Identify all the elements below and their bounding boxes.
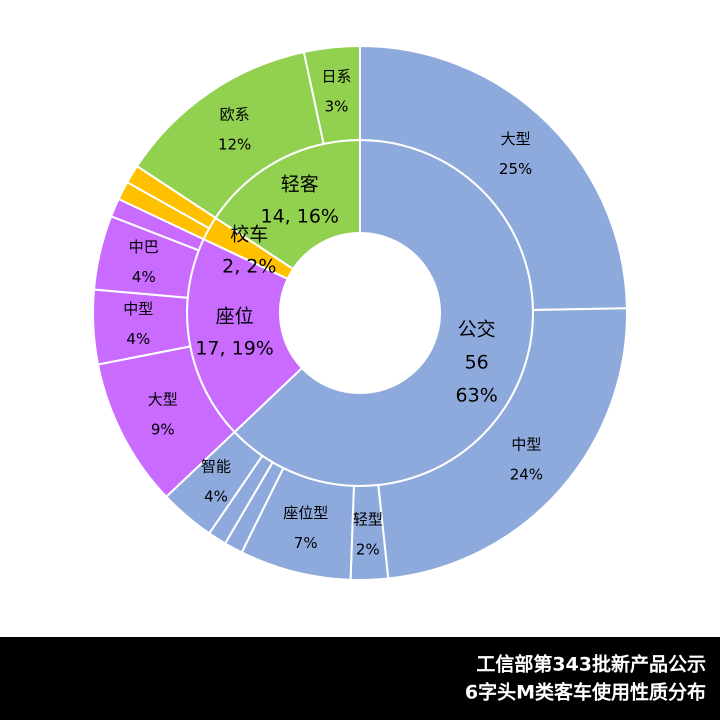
outer-value-label: 4% (204, 487, 228, 505)
outer-value-label: 12% (218, 135, 251, 153)
inner-label: 校车 (230, 223, 268, 245)
inner-label: 座位 (216, 306, 254, 328)
outer-label: 大型 (148, 390, 178, 408)
outer-value-label: 24% (510, 465, 543, 483)
outer-wedge (302, 44, 361, 146)
footer-line: 6字头M类客车使用性质分布 (465, 681, 706, 704)
outer-value-label: 3% (325, 98, 349, 116)
footer-band (0, 637, 720, 720)
outer-wedge (377, 307, 628, 580)
outer-label: 中型 (123, 300, 153, 318)
outer-wedge (359, 44, 628, 311)
outer-label: 座位型 (283, 504, 328, 522)
outer-label: 欧系 (220, 105, 250, 123)
outer-label: 中巴 (129, 238, 159, 256)
outer-value-label: 7% (294, 534, 318, 552)
outer-value-label: 4% (132, 268, 156, 286)
inner-value-label: 17, 19% (195, 338, 274, 360)
inner-value: 56 (465, 352, 489, 374)
inner-value-label: 14, 16% (261, 206, 340, 228)
footer-line: 工信部第343批新产品公示 (476, 653, 706, 676)
outer-value-label: 2% (356, 540, 380, 558)
outer-value-label: 25% (499, 160, 532, 178)
inner-label: 公交 (458, 319, 496, 341)
outer-label: 轻型 (353, 510, 383, 528)
outer-label: 日系 (322, 68, 352, 86)
outer-value-label: 4% (126, 330, 150, 348)
outer-label: 大型 (501, 130, 531, 148)
inner-value-label: 2, 2% (222, 255, 276, 277)
inner-label: 轻客 (281, 174, 319, 196)
inner-value-label: 63% (456, 385, 498, 407)
outer-label: 中型 (511, 435, 541, 453)
outer-value-label: 9% (151, 420, 175, 438)
outer-label: 智能 (201, 457, 231, 475)
